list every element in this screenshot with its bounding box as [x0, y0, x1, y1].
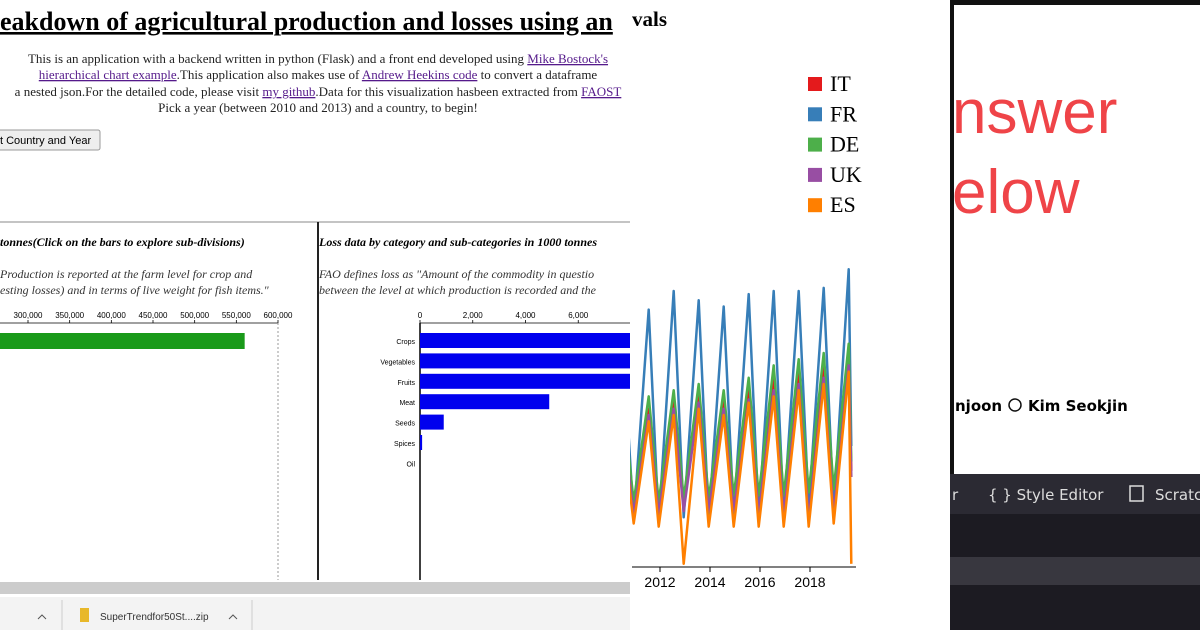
legend-label: UK: [830, 162, 862, 187]
section-note: between the level at which production is…: [319, 283, 597, 297]
devtools-tab[interactable]: { } Style Editor: [988, 486, 1104, 504]
quiz-heading: nswer: [952, 78, 1117, 147]
devtools-row: [950, 557, 1200, 585]
page-title: eakdown of agricultural production and l…: [0, 7, 613, 36]
download-bar: SuperTrendfor50St....zip: [0, 597, 630, 630]
radio-button[interactable]: [1008, 398, 1022, 412]
x-tick-label: 500,000: [180, 311, 209, 320]
x-tick-label: 4,000: [515, 311, 536, 320]
scratchpad-icon: [1129, 485, 1144, 502]
link[interactable]: Andrew Heekins code: [362, 67, 478, 82]
legend-label: IT: [830, 71, 851, 96]
bar: [420, 394, 550, 410]
devtools-toolbar: [950, 474, 1200, 514]
x-tick-label: 550,000: [222, 311, 251, 320]
button-label[interactable]: t Country and Year: [0, 135, 91, 147]
intro-text: to convert a dataframe: [477, 67, 597, 82]
legend-swatch: [808, 167, 822, 182]
legend-swatch: [808, 137, 822, 152]
legend-swatch: [808, 107, 822, 122]
x-tick-label: 0: [418, 311, 423, 320]
x-tick-label: 2016: [744, 574, 775, 590]
x-tick-label: 600,000: [264, 311, 293, 320]
file-icon: [80, 608, 89, 622]
download-bar-bg: [0, 597, 630, 630]
y-tick-label: Meat: [399, 400, 415, 407]
quiz-option[interactable]: njoon: [955, 397, 1002, 415]
button[interactable]: [0, 129, 101, 151]
intro-line: hierarchical chart example.This applicat…: [39, 67, 598, 82]
bar: [420, 435, 423, 450]
y-tick-label: Spices: [394, 441, 416, 448]
devtools: r { } Style Editor Scratc: [950, 474, 1200, 630]
y-tick-label: Vegetables: [380, 359, 415, 366]
intro-line: This is an application with a backend wr…: [28, 51, 608, 66]
legend-label: FR: [830, 101, 857, 126]
x-tick-label: 2014: [694, 574, 725, 590]
intro-text: This is an application with a backend wr…: [28, 51, 527, 66]
data-line: [630, 342, 853, 504]
y-tick-label: Crops: [396, 339, 415, 346]
link[interactable]: my github: [262, 84, 315, 99]
link[interactable]: FAOST: [581, 84, 621, 99]
x-tick-label: 2,000: [463, 311, 484, 320]
quiz-heading: elow: [952, 158, 1080, 227]
x-tick-label: 350,000: [55, 311, 84, 320]
link[interactable]: Mike Bostock's: [527, 51, 608, 66]
section-note: FAO defines loss as "Amount of the commo…: [318, 267, 594, 281]
x-tick-label: 2018: [794, 574, 825, 590]
section-title: tonnes(Click on the bars to explore sub-…: [0, 235, 245, 249]
x-tick-label: 400,000: [97, 311, 126, 320]
bar: [420, 414, 444, 430]
intro-line: Pick a year (between 2010 and 2013) and …: [158, 100, 478, 115]
section-note: esting losses) and in terms of live weig…: [0, 283, 270, 297]
x-tick-label: 2012: [644, 574, 675, 590]
quiz-option[interactable]: Kim Seokjin: [1028, 397, 1128, 415]
intro-line: a nested json.For the detailed code, ple…: [15, 84, 622, 99]
chart-background: [630, 0, 950, 630]
legend-label: ES: [830, 192, 856, 217]
quiz-page: nswer elow njoon Kim Seokjin: [950, 0, 1200, 474]
link[interactable]: hierarchical chart example: [39, 67, 177, 82]
devtools-tab[interactable]: r: [952, 486, 959, 504]
intro-text: .Data for this visualization hasbeen ext…: [315, 84, 581, 99]
x-tick-label: 300,000: [14, 311, 43, 320]
intro-text: Pick a year (between 2010 and 2013) and …: [158, 100, 478, 115]
line-chart: vals 20102012201420162018ITFRDEUKES: [630, 0, 950, 630]
intro: This is an application with a backend wr…: [15, 51, 622, 115]
intro-text: a nested json.For the detailed code, ple…: [15, 84, 263, 99]
section-title: Loss data by category and sub-categories…: [318, 235, 597, 249]
bar: [0, 333, 245, 349]
y-tick-label: Seeds: [395, 421, 415, 428]
page-background: [0, 0, 630, 597]
data-line: [630, 370, 853, 566]
devtools-tab[interactable]: Scratc: [1155, 486, 1200, 504]
x-tick-label: 6,000: [568, 311, 589, 320]
left-border: [950, 0, 954, 474]
intro-text: .This application also makes use of: [177, 67, 362, 82]
bar: [420, 373, 630, 389]
chart-title: vals: [632, 7, 667, 31]
bar: [420, 333, 630, 348]
chevron[interactable]: [37, 614, 47, 620]
x-tick-label: 450,000: [139, 311, 168, 320]
section-note: Production is reported at the farm level…: [0, 267, 253, 281]
quiz-background: [950, 0, 1200, 474]
chevron[interactable]: [228, 614, 238, 620]
scrollbar[interactable]: [0, 582, 630, 594]
legend-label: DE: [830, 132, 859, 157]
left-page: eakdown of agricultural production and l…: [0, 0, 630, 597]
y-tick-label: Fruits: [398, 380, 416, 387]
bar: [420, 353, 630, 369]
y-tick-label: Oil: [406, 461, 415, 468]
download-file[interactable]: SuperTrendfor50St....zip: [100, 612, 209, 623]
legend-swatch: [808, 198, 822, 213]
legend-swatch: [808, 77, 822, 91]
top-bar: [950, 0, 1200, 5]
